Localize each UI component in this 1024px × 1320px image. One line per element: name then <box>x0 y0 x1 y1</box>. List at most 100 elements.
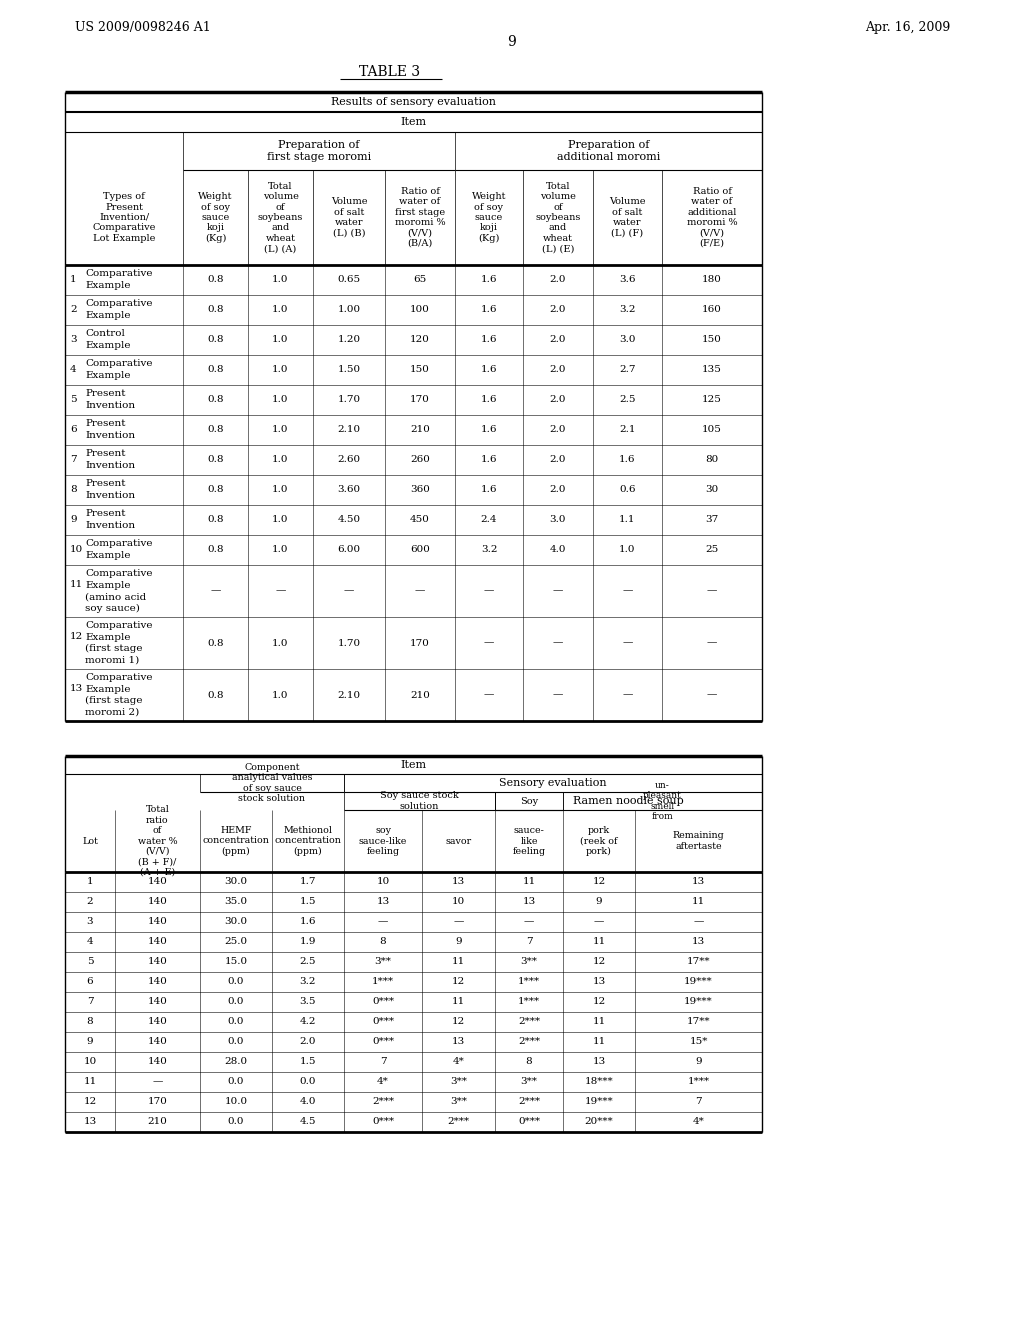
Text: 25: 25 <box>706 545 719 554</box>
Text: moromi 2): moromi 2) <box>85 708 139 717</box>
Text: 12: 12 <box>452 978 465 986</box>
Text: savor: savor <box>445 837 472 846</box>
Text: 13: 13 <box>592 1057 605 1067</box>
Text: Weight
of soy
sauce
koji
(Kg): Weight of soy sauce koji (Kg) <box>199 193 232 243</box>
Text: 37: 37 <box>706 516 719 524</box>
Text: 19***: 19*** <box>684 978 713 986</box>
Text: 3**: 3** <box>451 1097 467 1106</box>
Text: 8: 8 <box>380 937 386 946</box>
Text: 1.0: 1.0 <box>272 545 289 554</box>
Text: (first stage: (first stage <box>85 696 142 705</box>
Text: 3.0: 3.0 <box>620 335 636 345</box>
Text: Example: Example <box>85 685 130 694</box>
Text: 140: 140 <box>147 878 168 887</box>
Text: Soy sauce stock
solution: Soy sauce stock solution <box>380 791 459 810</box>
Text: 140: 140 <box>147 937 168 946</box>
Text: —: — <box>483 639 495 648</box>
Text: 1***: 1*** <box>372 978 394 986</box>
Text: 140: 140 <box>147 898 168 907</box>
Text: 1.6: 1.6 <box>480 305 498 314</box>
Text: —: — <box>153 1077 163 1086</box>
Text: 9: 9 <box>695 1057 701 1067</box>
Text: 11: 11 <box>70 581 83 589</box>
Text: 4*: 4* <box>453 1057 464 1067</box>
Text: Invention: Invention <box>85 401 135 411</box>
Text: 1.9: 1.9 <box>300 937 316 946</box>
Text: —: — <box>623 586 633 595</box>
Text: Comparative: Comparative <box>85 540 153 549</box>
Text: —: — <box>378 917 388 927</box>
Text: 1.70: 1.70 <box>338 396 360 404</box>
Text: 1.0: 1.0 <box>272 455 289 465</box>
Text: 13: 13 <box>592 978 605 986</box>
Text: 2.10: 2.10 <box>338 425 360 434</box>
Text: Results of sensory evaluation: Results of sensory evaluation <box>331 96 496 107</box>
Text: 0.8: 0.8 <box>207 396 224 404</box>
Text: 8: 8 <box>70 486 77 495</box>
Text: 13: 13 <box>83 1118 96 1126</box>
Text: —: — <box>275 586 286 595</box>
Text: 1***: 1*** <box>518 998 540 1006</box>
Text: 3: 3 <box>87 917 93 927</box>
Text: 0***: 0*** <box>372 998 394 1006</box>
Text: Total
volume
of
soybeans
and
wheat
(L) (E): Total volume of soybeans and wheat (L) (… <box>536 182 581 253</box>
Text: 260: 260 <box>410 455 430 465</box>
Text: 1***: 1*** <box>518 978 540 986</box>
Text: Total
volume
of
soybeans
and
wheat
(L) (A): Total volume of soybeans and wheat (L) (… <box>258 182 303 253</box>
Text: 2***: 2*** <box>372 1097 394 1106</box>
Text: Example: Example <box>85 342 130 351</box>
Text: 2.0: 2.0 <box>550 366 566 375</box>
Text: 1.00: 1.00 <box>338 305 360 314</box>
Text: 170: 170 <box>147 1097 168 1106</box>
Text: 0.8: 0.8 <box>207 276 224 285</box>
Text: —: — <box>693 917 703 927</box>
Text: 0***: 0*** <box>372 1018 394 1027</box>
Text: 12: 12 <box>83 1097 96 1106</box>
Text: Methionol
concentration
(ppm): Methionol concentration (ppm) <box>274 826 341 855</box>
Text: Comparative: Comparative <box>85 569 153 578</box>
Text: 2***: 2*** <box>447 1118 469 1126</box>
Text: 5: 5 <box>87 957 93 966</box>
Text: 28.0: 28.0 <box>224 1057 248 1067</box>
Text: 1.6: 1.6 <box>480 276 498 285</box>
Text: 12: 12 <box>70 632 83 642</box>
Text: 11: 11 <box>692 898 706 907</box>
Text: Ratio of
water of
additional
moromi %
(V/V)
(F/E): Ratio of water of additional moromi % (V… <box>687 187 737 248</box>
Text: 2.10: 2.10 <box>338 690 360 700</box>
Text: 12: 12 <box>592 878 605 887</box>
Text: 30.0: 30.0 <box>224 878 248 887</box>
Text: 10.0: 10.0 <box>224 1097 248 1106</box>
Text: 0.8: 0.8 <box>207 639 224 648</box>
Text: Apr. 16, 2009: Apr. 16, 2009 <box>864 21 950 33</box>
Text: 160: 160 <box>702 305 722 314</box>
Text: 1.0: 1.0 <box>272 516 289 524</box>
Text: 13: 13 <box>70 684 83 693</box>
Text: —: — <box>707 639 717 648</box>
Text: (first stage: (first stage <box>85 644 142 653</box>
Text: 4: 4 <box>70 366 77 375</box>
Text: 0.65: 0.65 <box>338 276 360 285</box>
Text: Invention: Invention <box>85 491 135 500</box>
Text: 2***: 2*** <box>518 1038 540 1047</box>
Text: 30: 30 <box>706 486 719 495</box>
Text: (amino acid: (amino acid <box>85 593 146 602</box>
Text: 1.0: 1.0 <box>272 335 289 345</box>
Text: 0.8: 0.8 <box>207 425 224 434</box>
Text: —: — <box>483 586 495 595</box>
Text: 1.6: 1.6 <box>480 335 498 345</box>
Text: 3.2: 3.2 <box>300 978 316 986</box>
Text: 2: 2 <box>87 898 93 907</box>
Text: —: — <box>623 690 633 700</box>
Text: —: — <box>454 917 464 927</box>
Text: 1.5: 1.5 <box>300 1057 316 1067</box>
Text: 1.0: 1.0 <box>272 396 289 404</box>
Text: 12: 12 <box>452 1018 465 1027</box>
Text: 18***: 18*** <box>585 1077 613 1086</box>
Text: —: — <box>483 690 495 700</box>
Text: 1.0: 1.0 <box>272 366 289 375</box>
Text: 0.0: 0.0 <box>227 978 245 986</box>
Text: Invention: Invention <box>85 432 135 441</box>
Text: 2.0: 2.0 <box>300 1038 316 1047</box>
Text: Invention: Invention <box>85 462 135 470</box>
Text: Preparation of
additional moromi: Preparation of additional moromi <box>557 140 660 162</box>
